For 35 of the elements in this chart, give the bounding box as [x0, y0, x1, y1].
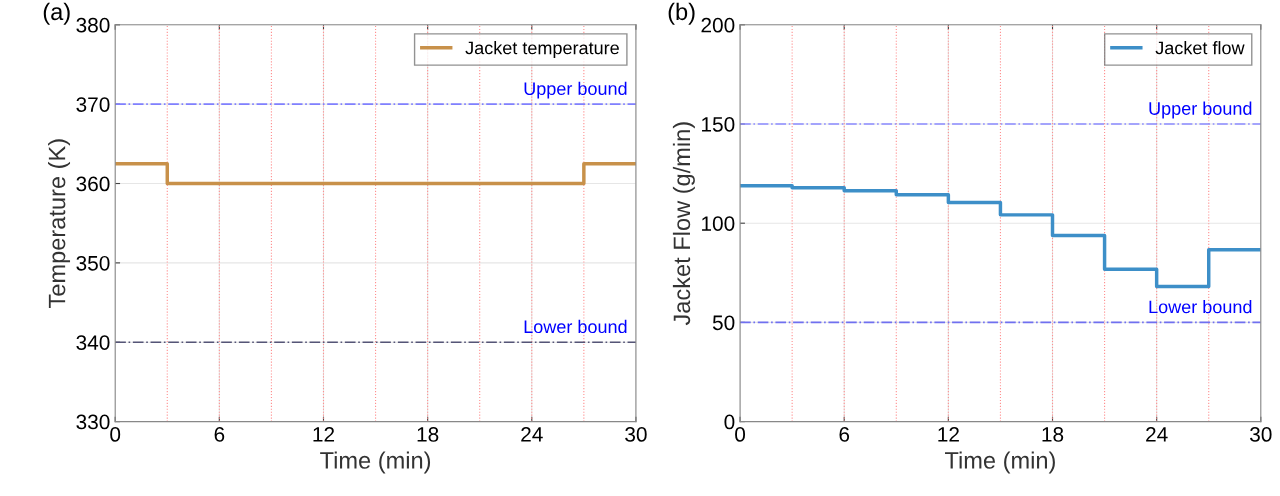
- y-tick-label: 340: [76, 335, 110, 350]
- y-axis-title: Jacket Flow (g/min): [672, 122, 695, 326]
- x-tick-label: 18: [1042, 427, 1064, 442]
- x-tick-label: 0: [110, 427, 121, 442]
- y-tick-label: 50: [712, 315, 735, 331]
- x-axis-title: Time (min): [320, 451, 431, 474]
- y-tick-label: 350: [76, 255, 110, 271]
- x-tick-label: 0: [735, 427, 746, 442]
- y-tick-label: 200: [701, 17, 735, 33]
- x-tick-label: 24: [521, 427, 543, 442]
- y-tick-label: 100: [702, 216, 735, 231]
- x-tick-label: 18: [417, 427, 439, 442]
- y-tick-label: 380: [76, 17, 110, 33]
- x-tick-label: 6: [214, 427, 225, 442]
- y-tick-label: 150: [702, 117, 735, 132]
- ref-line-label: Lower bound: [524, 319, 627, 334]
- y-tick-label: 360: [76, 176, 110, 192]
- y-axis-title: Temperature (K): [48, 139, 71, 308]
- x-tick-label: 30: [625, 427, 647, 442]
- ref-line-label: Upper bound: [524, 81, 627, 99]
- legend-label: Jacket temperature: [465, 41, 619, 58]
- chart-title: (a): [43, 2, 70, 25]
- ref-line-label: Lower bound: [1149, 300, 1252, 314]
- x-tick-label: 12: [313, 427, 335, 442]
- x-tick-label: 30: [1250, 427, 1272, 442]
- chart-title: (b): [668, 2, 695, 25]
- ref-line-label: Upper bound: [1149, 101, 1252, 119]
- y-tick-label: 330: [76, 414, 110, 430]
- y-tick-label: 370: [76, 97, 110, 112]
- x-axis-title: Time (min): [945, 451, 1055, 474]
- x-tick-label: 24: [1146, 427, 1168, 442]
- x-tick-label: 6: [839, 427, 850, 442]
- y-tick-label: 0: [724, 414, 735, 430]
- legend-label: Jacket flow: [1155, 41, 1245, 55]
- x-tick-label: 12: [938, 427, 959, 442]
